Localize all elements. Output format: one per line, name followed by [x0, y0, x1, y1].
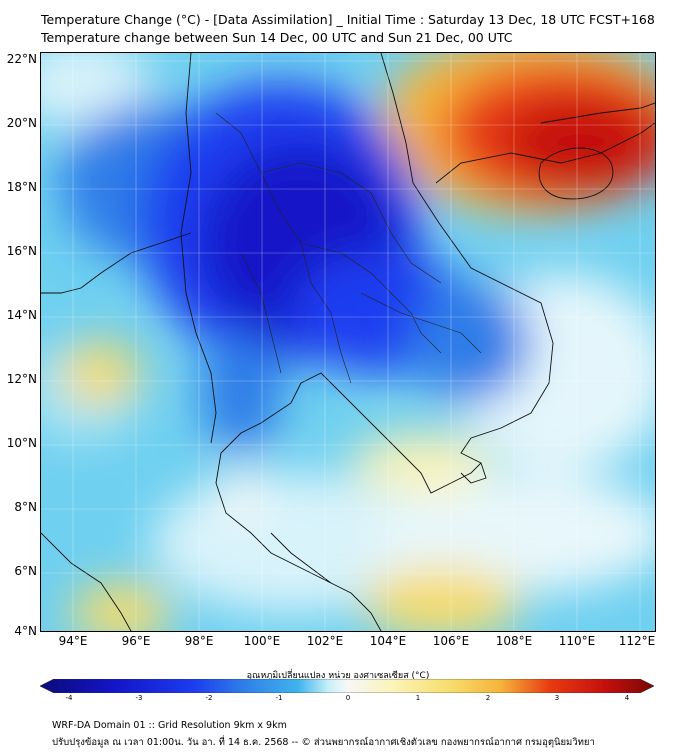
map-subtitle: Temperature change between Sun 14 Dec, 0… — [41, 30, 513, 45]
model-info: WRF-DA Domain 01 :: Grid Resolution 9km … — [52, 720, 287, 731]
country-borders — [215, 112, 482, 384]
colorbar-label: อุณหภูมิเปลี่ยนแปลง หน่วย องศาเซลเซียส (… — [246, 671, 430, 681]
colorbar-tick: 0 — [345, 694, 351, 702]
colorbar-tick: -2 — [205, 694, 213, 702]
colorbar-tick: 4 — [624, 694, 630, 702]
lon-label-108e: 108°E — [495, 634, 533, 648]
colorbar-tick: 1 — [415, 694, 421, 702]
coastlines — [41, 53, 655, 631]
lat-label-22n: 22°N — [6, 52, 37, 66]
lat-label-10n: 10°N — [6, 436, 37, 450]
copyright-note: ปรับปรุงข้อมูล ณ เวลา 01:00น. วัน อา. ที… — [52, 737, 595, 748]
lat-label-6n: 6°N — [14, 564, 37, 578]
graticule — [41, 53, 655, 631]
lat-label-4n: 4°N — [14, 624, 37, 638]
lat-label-16n: 16°N — [6, 244, 37, 258]
lon-label-112e: 112°E — [618, 634, 656, 648]
lat-label-18n: 18°N — [6, 180, 37, 194]
lon-label-110e: 110°E — [558, 634, 596, 648]
map-canvas — [41, 53, 655, 631]
temperature-field — [41, 53, 655, 631]
lat-label-12n: 12°N — [6, 372, 37, 386]
colorbar-tick: -1 — [275, 694, 283, 702]
lon-label-98e: 98°E — [184, 634, 214, 648]
lon-label-106e: 106°E — [432, 634, 470, 648]
lat-label-20n: 20°N — [6, 116, 37, 130]
lon-label-94e: 94°E — [58, 634, 88, 648]
lat-label-14n: 14°N — [6, 308, 37, 322]
colorbar-tick: -3 — [135, 694, 143, 702]
map-title: Temperature Change (°C) - [Data Assimila… — [41, 12, 655, 27]
colorbar-tick: -4 — [65, 694, 73, 702]
lon-label-100e: 100°E — [243, 634, 281, 648]
lon-label-96e: 96°E — [121, 634, 151, 648]
colorbar-tick: 3 — [554, 694, 560, 702]
lon-label-104e: 104°E — [369, 634, 407, 648]
colorbar-tick: 2 — [485, 694, 491, 702]
lon-label-102e: 102°E — [306, 634, 344, 648]
temperature-change-map — [40, 52, 656, 632]
lat-label-8n: 8°N — [14, 500, 37, 514]
colorbar — [40, 679, 654, 693]
